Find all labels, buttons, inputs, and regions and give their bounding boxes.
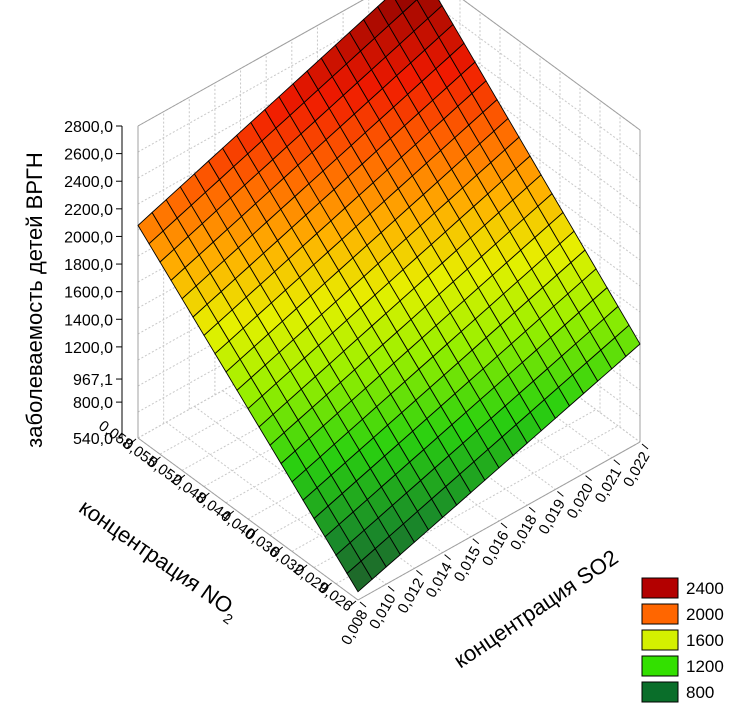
z-axis: 540,0 800,0 967,1 1200,0 1400,0 1600,0 1800,0 2… bbox=[64, 119, 123, 448]
no2-tick-label: 0,026 bbox=[315, 579, 355, 615]
legend-label: 800 bbox=[686, 683, 714, 702]
so2-tick-label: 0,010 bbox=[366, 591, 399, 632]
legend-swatch bbox=[641, 681, 679, 703]
legend-swatch bbox=[641, 655, 679, 677]
legend-label: 2400 bbox=[686, 579, 724, 598]
so2-tick-label: 0,020 bbox=[564, 481, 597, 522]
z-tick-label: 800,0 bbox=[73, 395, 113, 412]
legend-label: 1200 bbox=[686, 657, 724, 676]
so2-tick-label: 0,018 bbox=[507, 512, 540, 553]
so2-tick-label: 0,019 bbox=[535, 496, 568, 537]
so2-tick-label: 0,016 bbox=[479, 528, 512, 569]
z-tick-label: 1200,0 bbox=[64, 340, 113, 357]
plot-box-front bbox=[137, 437, 641, 601]
z-tick-label: 2800,0 bbox=[64, 119, 113, 136]
legend-swatch bbox=[641, 577, 679, 599]
z-tick-label: 540,0 bbox=[73, 431, 113, 448]
z-tick-label: 1800,0 bbox=[64, 257, 113, 274]
z-tick-label: 2200,0 bbox=[64, 202, 113, 219]
legend-swatch bbox=[641, 629, 679, 651]
color-legend: 2400 2000 1600 1200 800 bbox=[641, 577, 724, 703]
so2-tick-label: 0,022 bbox=[620, 449, 653, 490]
legend-label: 2000 bbox=[686, 605, 724, 624]
so2-tick-label: 0,012 bbox=[394, 575, 427, 616]
z-tick-label: 2600,0 bbox=[64, 147, 113, 164]
response-surface bbox=[137, 0, 641, 593]
z-axis-title: заболеваемость детей ВРГН bbox=[22, 152, 47, 448]
z-tick-label: 967,1 bbox=[73, 372, 113, 389]
so2-tick-label: 0,014 bbox=[423, 560, 456, 601]
legend-label: 1600 bbox=[686, 631, 724, 650]
z-tick-label: 2000,0 bbox=[64, 229, 113, 246]
so2-tick-label: 0,015 bbox=[451, 544, 484, 585]
surface-cell bbox=[394, 0, 418, 14]
so2-tick-label: 0,021 bbox=[592, 465, 625, 506]
z-tick-label: 1400,0 bbox=[64, 312, 113, 329]
z-tick-label: 1600,0 bbox=[64, 285, 113, 302]
z-tick-label: 2400,0 bbox=[64, 174, 113, 191]
legend-swatch bbox=[641, 603, 679, 625]
surface-cell bbox=[416, 0, 443, 20]
